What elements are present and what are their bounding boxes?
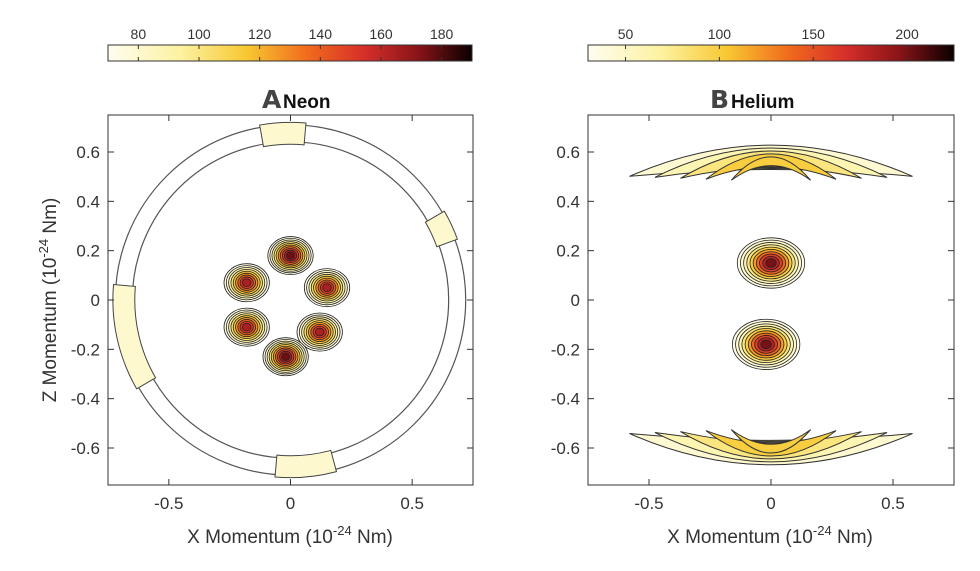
y-tick-label: 0.4 [76, 192, 100, 211]
y-tick-label: 0.2 [76, 242, 100, 261]
petal-contour [322, 283, 332, 292]
colorbar-a [107, 44, 473, 62]
colorbar-tick-label: 100 [187, 26, 211, 42]
y-tick-label: 0 [91, 291, 100, 310]
colorbar-tick-label: 100 [708, 26, 732, 42]
x-tick-label: 0 [766, 494, 775, 513]
y-axis-label-a: Z Momentum (10-24 Nm) [36, 198, 61, 403]
colorbar-tick-label: 160 [369, 26, 393, 42]
panel-a-letter: A [262, 85, 282, 114]
y-tick-label: 0.4 [556, 192, 580, 211]
y-tick-label: 0.6 [556, 143, 580, 162]
y-tick-label: -0.4 [71, 390, 100, 409]
petal-contour [286, 251, 295, 260]
axes-a: -0.5 0 0.5 0.6 0.4 0.2 0 -0.2 -0.4 -0.6 [71, 115, 473, 513]
panel-b-letter: B [710, 85, 729, 114]
petal-contour [281, 352, 291, 361]
y-tick-label: -0.4 [551, 390, 580, 409]
x-tick-label: 0 [286, 494, 295, 513]
y-tick-label: 0 [571, 291, 580, 310]
crescent-top-contour [730, 156, 812, 181]
y-tick-label: -0.2 [71, 340, 100, 359]
lobe-contour [765, 258, 777, 268]
crescent-bottom-contour [730, 429, 812, 454]
lobe-contour [760, 339, 772, 350]
ring-patch [259, 121, 307, 148]
petal-contour [242, 278, 252, 288]
colorbar-tick-label: 200 [895, 26, 919, 42]
ring-patch [424, 210, 459, 248]
panel-a: 80 100 120 140 160 180 A Neon -0.5 0 0.5 0.6 0.4 0… [36, 26, 474, 548]
panel-b: 50 100 150 200 B Helium -0.5 0 0.50.60.40.20-… [551, 26, 955, 548]
colorbar-tick-label: 140 [309, 26, 333, 42]
x-tick-label: 0.5 [400, 494, 424, 513]
colorbar-tick-label: 150 [802, 26, 826, 42]
x-axis-label-a: X Momentum (10-24 Nm) [187, 523, 393, 548]
y-tick-label: 0.6 [76, 143, 100, 162]
y-tick-label: -0.6 [71, 439, 100, 458]
ring-patch [274, 449, 338, 479]
panel-a-title: Neon [283, 92, 331, 113]
petal-contour [242, 322, 252, 332]
colorbar-tick-label: 50 [618, 26, 634, 42]
colorbar-b [587, 44, 955, 62]
x-axis-label-b: X Momentum (10-24 Nm) [667, 523, 873, 548]
heatmap-b [588, 115, 954, 485]
petal-contour [315, 327, 325, 337]
y-tick-label: -0.2 [551, 340, 580, 359]
heatmap-a [108, 115, 473, 485]
y-tick-label: 0.2 [556, 242, 580, 261]
y-tick-label: -0.6 [551, 439, 580, 458]
ring-patch [112, 283, 157, 390]
colorbar-tick-label: 120 [248, 26, 272, 42]
colorbar-tick-label: 80 [131, 26, 147, 42]
axes-b: -0.5 0 0.5 0.6 0.4 0.2 0 -0.2 -0.4 -0.6 [551, 115, 954, 513]
x-tick-label: 0.5 [881, 494, 905, 513]
x-tick-label: -0.5 [154, 494, 183, 513]
colorbar-b-ticks: 50 100 150 200 [618, 26, 919, 61]
colorbar-a-ticks: 80 100 120 140 160 180 [131, 26, 454, 61]
colorbar-tick-label: 180 [430, 26, 454, 42]
x-tick-label: -0.5 [634, 494, 663, 513]
panel-b-title: Helium [731, 92, 794, 113]
